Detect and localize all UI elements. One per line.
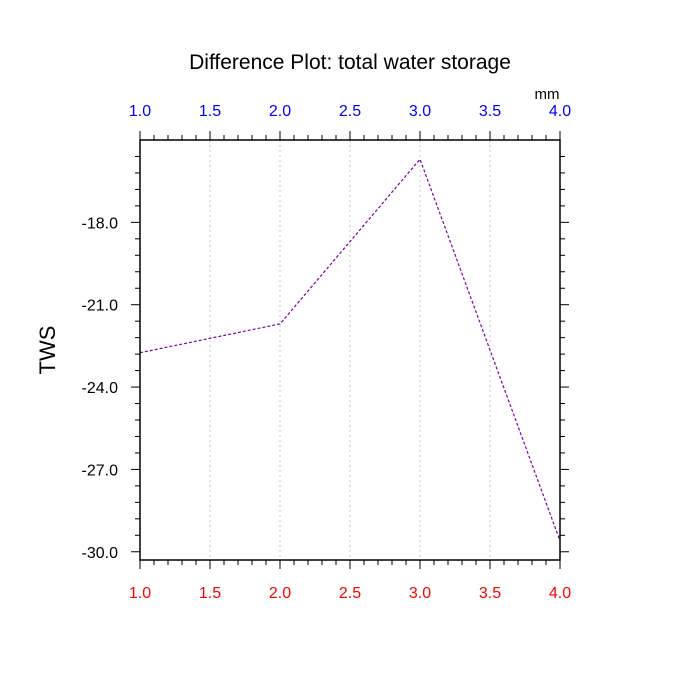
tick-labels: 1.0 1.0 1.5 1.5 2.0 2.0 2.5 2.5 3.0 3.0 3.5 3.5 4.0 4… [82, 103, 572, 602]
y-tick-label: -30.0 [82, 545, 119, 562]
x-tick-label-top: 1.0 [129, 103, 151, 120]
y-tick-label: -24.0 [82, 380, 119, 397]
y-axis-label: TWS [35, 326, 60, 375]
chart-title: Difference Plot: total water storage [189, 51, 511, 74]
x-tick-label-top: 3.5 [479, 103, 501, 120]
x-tick-label-bottom: 3.0 [409, 585, 431, 602]
x-tick-label-top: 2.5 [339, 103, 361, 120]
y-tick-label: -18.0 [82, 215, 119, 232]
axis-ticks [131, 131, 569, 569]
x-tick-label-bottom: 2.0 [269, 585, 291, 602]
x-tick-label-bottom: 2.5 [339, 585, 361, 602]
top-axis-unit: mm [535, 86, 560, 103]
series-layer [139, 158, 561, 541]
x-tick-label-bottom: 1.0 [129, 585, 151, 602]
y-tick-label: -27.0 [82, 462, 119, 479]
x-tick-label-bottom: 1.5 [199, 585, 221, 602]
y-tick-label: -21.0 [82, 298, 119, 315]
grid-lines [209, 140, 491, 560]
plot-frame [139, 139, 561, 561]
x-tick-label-top: 1.5 [199, 103, 221, 120]
x-tick-label-bottom: 3.5 [479, 585, 501, 602]
x-tick-label-top: 3.0 [409, 103, 431, 120]
x-tick-label-top: 4.0 [549, 103, 571, 120]
series-line [139, 158, 561, 541]
x-tick-label-top: 2.0 [269, 103, 291, 120]
x-tick-label-bottom: 4.0 [549, 585, 571, 602]
